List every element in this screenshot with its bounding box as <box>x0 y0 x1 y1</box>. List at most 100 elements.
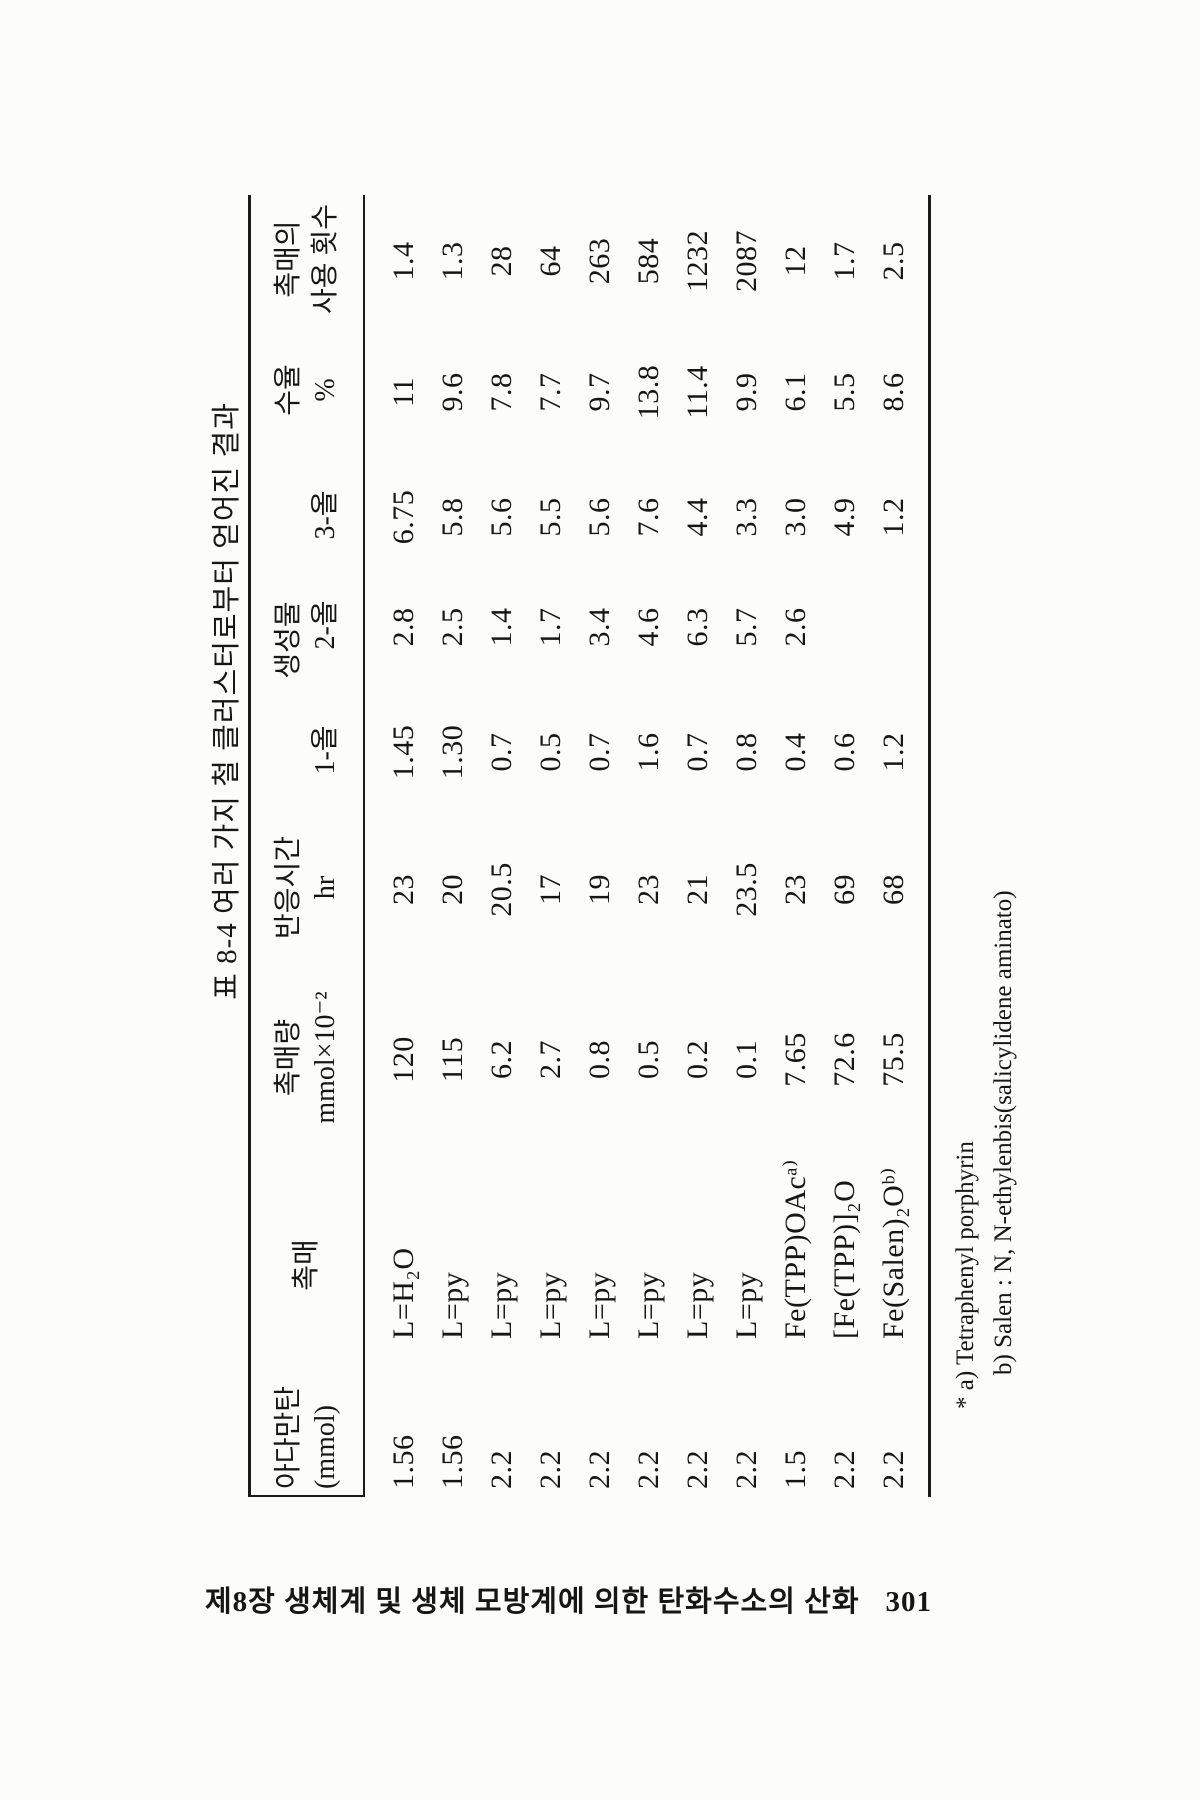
table-title: 표 8-4 여러 가지 철 클러스터로부터 얻어진 결과 <box>211 402 243 1000</box>
table-cell: 0.1 <box>729 1040 763 1079</box>
table-cell: 1.3 <box>435 241 469 281</box>
table-cell: 1.5 <box>778 1450 812 1489</box>
results-table: 아다만탄 (mmol) 촉매 촉매량 mmol×10⁻² 반응시간 hr 생성물 <box>248 195 931 1497</box>
table-cell: L=py <box>484 1271 518 1339</box>
table-row: 1.56 L=py 115 20 1.30 2.5 5.8 9.6 1.3 <box>428 195 477 1497</box>
table-row: 2.2 Fe(Salen)₂Oᵇ⁾ 75.5 68 1.2 1.2 8.6 2.… <box>869 195 918 1497</box>
footnote-a: * a) Tetraphenyl porphyrin <box>952 1141 979 1409</box>
table-cell: 0.2 <box>680 1040 714 1079</box>
header-adamantane: 아다만탄 (mmol) <box>272 1385 341 1489</box>
table-cell: 6.75 <box>386 489 420 545</box>
table-cell: 9.7 <box>582 372 616 412</box>
table-row: 2.2 L=py 0.8 19 0.7 3.4 5.6 9.7 263 <box>575 195 624 1497</box>
table-cell: L=py <box>631 1271 665 1339</box>
header-products-sub: 1-올 2-올 3-올 <box>309 455 341 825</box>
table-cell: 263 <box>582 237 616 285</box>
table-cell: 2.2 <box>680 1450 714 1489</box>
table-row: 2.2 L=py 2.7 17 0.5 1.7 5.5 7.7 64 <box>526 195 575 1497</box>
table-cell: [Fe(TPP)]₂O <box>827 1179 861 1339</box>
table-cell <box>869 577 918 677</box>
table-cell: 2.2 <box>827 1450 861 1489</box>
table-row: 2.2 L=py 6.2 20.5 0.7 1.4 5.6 7.8 28 <box>477 195 526 1497</box>
table-cell: 7.6 <box>631 497 665 537</box>
table-footnotes: * a) Tetraphenyl porphyrin b) Salen : N,… <box>947 195 1023 1497</box>
table-cell: 2.7 <box>533 1040 567 1079</box>
table-cell: 2.2 <box>631 1450 665 1489</box>
table-cell: 2087 <box>729 230 763 292</box>
table-cell: 7.8 <box>484 372 518 412</box>
table-cell: 584 <box>631 237 665 285</box>
table-cell: 6.1 <box>778 372 812 412</box>
header-reaction-time: 반응시간 hr <box>272 835 341 940</box>
header-3-ol: 3-올 <box>309 490 341 540</box>
table-cell: 5.7 <box>729 607 763 647</box>
table-cell: 9.9 <box>729 372 763 412</box>
table-cell: 0.8 <box>729 732 763 772</box>
header-1-ol: 1-올 <box>309 725 341 775</box>
table-cell: 3.3 <box>729 497 763 537</box>
table-cell: Fe(TPP)OAcᵃ⁾ <box>779 1159 812 1339</box>
table-cell: 2.2 <box>582 1450 616 1489</box>
table-cell: 6.2 <box>484 1040 518 1079</box>
table-cell: 0.5 <box>631 1040 665 1079</box>
table-cell: 72.6 <box>827 1032 861 1087</box>
table-cell: 23 <box>631 874 665 905</box>
table-cell: 20.5 <box>484 862 518 917</box>
table-cell: 120 <box>386 1036 420 1083</box>
table-cell: 4.6 <box>631 607 665 647</box>
table-cell: 68 <box>876 874 910 905</box>
table-cell: 11 <box>386 377 420 407</box>
table-cell: 2.5 <box>876 241 910 281</box>
table-cell: 2.2 <box>876 1450 910 1489</box>
header-catalyst-amount: 촉매량 mmol×10⁻² <box>272 991 341 1124</box>
table-row: 2.2 L=py 0.2 21 0.7 6.3 4.4 11.4 1232 <box>673 195 722 1497</box>
rotated-table-block: 표 8-4 여러 가지 철 클러스터로부터 얻어진 결과 아다만탄 (mmol)… <box>203 195 1053 1497</box>
table-cell: 17 <box>533 874 567 905</box>
table-cell: 0.6 <box>827 732 861 772</box>
table-cell: 5.6 <box>484 497 518 537</box>
table-cell: 0.8 <box>582 1040 616 1079</box>
table-cell: 1.45 <box>386 724 420 780</box>
table-cell: 0.7 <box>582 732 616 772</box>
table-cell <box>820 577 869 677</box>
table-cell: 13.8 <box>631 364 665 420</box>
table-cell: 0.5 <box>533 732 567 772</box>
table-cell: 1.30 <box>435 724 469 780</box>
header-products-group: 생성물 1-올 2-올 3-올 <box>251 455 363 825</box>
table-row: 1.56 L=H₂O 120 23 1.45 2.8 6.75 11 1.4 <box>379 195 428 1497</box>
table-cell: 5.5 <box>827 372 861 412</box>
table-row: 2.2 [Fe(TPP)]₂O 72.6 69 0.6 4.9 5.5 1.7 <box>820 195 869 1497</box>
table-cell: 2.2 <box>729 1450 763 1489</box>
table-cell: 23 <box>386 874 420 905</box>
table-cell: 5.5 <box>533 497 567 537</box>
table-cell: 11.4 <box>680 365 714 419</box>
table-cell: L=py <box>729 1271 763 1339</box>
table-cell: 19 <box>582 874 616 905</box>
table-header-row: 아다만탄 (mmol) 촉매 촉매량 mmol×10⁻² 반응시간 hr 생성물 <box>248 195 365 1497</box>
page-number: 301 <box>885 1586 932 1618</box>
header-turnover: 촉매의 사용 횟수 <box>272 203 341 315</box>
table-cell: 115 <box>435 1036 469 1083</box>
table-cell: 7.65 <box>778 1032 812 1087</box>
table-cell: L=py <box>435 1271 469 1339</box>
table-cell: 1.4 <box>484 607 518 647</box>
table-cell: 2.8 <box>386 607 420 647</box>
table-cell: Fe(Salen)₂Oᵇ⁾ <box>877 1167 910 1339</box>
table-cell: 3.0 <box>778 497 812 537</box>
table-row: 2.2 L=py 0.1 23.5 0.8 5.7 3.3 9.9 2087 <box>722 195 771 1497</box>
table-cell: 5.6 <box>582 497 616 537</box>
table-cell: 3.4 <box>582 607 616 647</box>
table-cell: 28 <box>484 245 518 277</box>
table-cell: 8.6 <box>876 372 910 412</box>
table-cell: 4.9 <box>827 497 861 537</box>
table-cell: L=py <box>582 1271 616 1339</box>
header-2-ol: 2-올 <box>309 600 341 650</box>
table-row: 2.2 L=py 0.5 23 1.6 4.6 7.6 13.8 584 <box>624 195 673 1497</box>
table-cell: 75.5 <box>876 1032 910 1087</box>
table-cell: 0.7 <box>680 732 714 772</box>
table-cell: 1232 <box>680 230 714 292</box>
table-body: 1.56 L=H₂O 120 23 1.45 2.8 6.75 11 1.4 1… <box>365 195 931 1497</box>
table-cell: 1.56 <box>435 1434 469 1490</box>
header-catalyst: 촉매 <box>291 1239 322 1291</box>
table-cell: 1.7 <box>827 241 861 281</box>
